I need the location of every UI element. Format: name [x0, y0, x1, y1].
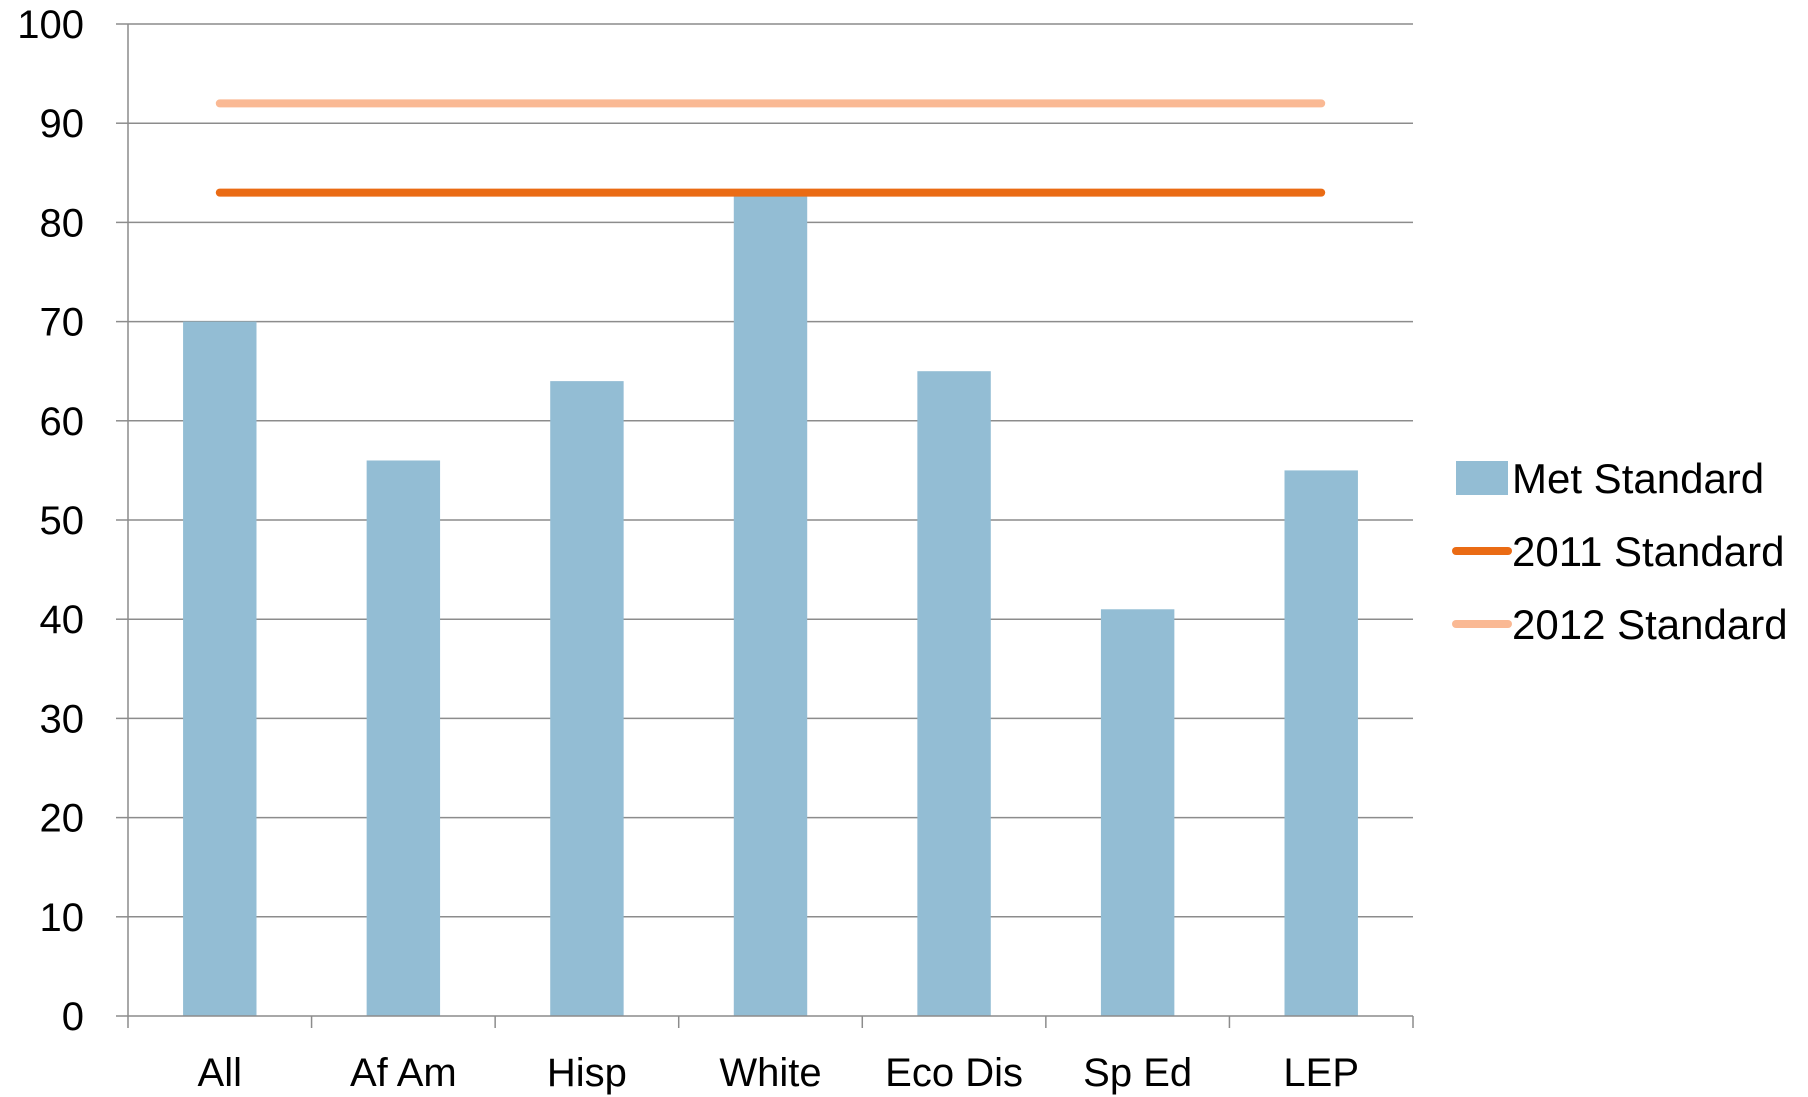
- y-tick-label: 10: [40, 896, 85, 940]
- x-tick-label: LEP: [1283, 1051, 1359, 1095]
- y-tick-label: 100: [17, 3, 84, 47]
- y-tick-label: 80: [40, 201, 85, 245]
- bar: [1100, 609, 1175, 1016]
- y-tick-label: 30: [40, 697, 85, 741]
- y-tick-label: 90: [40, 102, 85, 146]
- x-tick-label: All: [198, 1051, 242, 1095]
- bar: [183, 321, 257, 1017]
- y-tick-label: 70: [40, 301, 85, 345]
- x-tick-label: Eco Dis: [885, 1051, 1023, 1095]
- y-tick-label: 20: [40, 797, 85, 841]
- x-tick-label: Sp Ed: [1083, 1051, 1192, 1095]
- y-tick-label: 60: [40, 400, 85, 444]
- bar: [917, 371, 991, 1016]
- x-axis-tick-labels: All Af Am Hisp White Eco Dis Sp Ed LEP: [198, 1051, 1359, 1095]
- y-tick-label: 40: [40, 598, 85, 642]
- bar: [550, 381, 624, 1016]
- bar: [366, 460, 441, 1017]
- legend-label: Met Standard: [1512, 455, 1764, 502]
- x-tick-label: White: [719, 1051, 821, 1095]
- legend-label: 2011 Standard: [1512, 528, 1784, 575]
- legend-swatch: [1456, 461, 1508, 495]
- legend: Met Standard 2011 Standard 2012 Standard: [1452, 455, 1788, 648]
- y-tick-label: 0: [62, 995, 84, 1039]
- y-tick-label: 50: [40, 499, 85, 543]
- x-tick-label: Af Am: [350, 1051, 457, 1095]
- legend-label: 2012 Standard: [1512, 601, 1788, 648]
- y-axis-tick-labels: 0 10 20 30 40 50 60 70 80 90 100: [17, 3, 84, 1039]
- bar-series: [183, 192, 1358, 1017]
- axes: [116, 23, 1414, 1028]
- bar: [733, 192, 808, 1016]
- x-tick-label: Hisp: [547, 1051, 627, 1095]
- line-series: [215, 99, 1326, 197]
- bar: [1284, 470, 1358, 1016]
